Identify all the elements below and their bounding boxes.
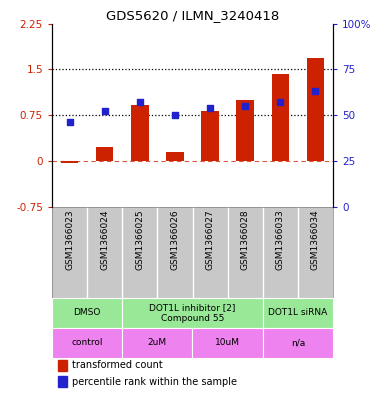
Point	[102, 108, 108, 115]
Bar	[236, 100, 254, 161]
Bar	[122, 328, 192, 358]
Text: GSM1366033: GSM1366033	[276, 209, 285, 270]
Bar	[271, 74, 289, 161]
Text: 2uM: 2uM	[148, 338, 167, 347]
Bar	[96, 147, 114, 161]
Text: DOT1L inhibitor [2]
Compound 55: DOT1L inhibitor [2] Compound 55	[149, 303, 236, 323]
Text: GSM1366026: GSM1366026	[171, 209, 179, 270]
Text: GSM1366027: GSM1366027	[206, 209, 214, 270]
Text: transformed count: transformed count	[72, 360, 162, 371]
Point	[242, 103, 248, 109]
Text: GSM1366024: GSM1366024	[100, 209, 109, 270]
Text: GSM1366034: GSM1366034	[311, 209, 320, 270]
Bar	[131, 105, 149, 161]
Point	[312, 88, 318, 94]
Text: n/a: n/a	[291, 338, 305, 347]
Text: GSM1366023: GSM1366023	[65, 209, 74, 270]
Text: control: control	[71, 338, 103, 347]
Bar	[263, 298, 333, 328]
Title: GDS5620 / ILMN_3240418: GDS5620 / ILMN_3240418	[106, 9, 279, 22]
Bar	[307, 58, 324, 161]
Bar	[192, 328, 263, 358]
Bar	[166, 152, 184, 161]
Point	[277, 99, 283, 105]
Point	[172, 112, 178, 118]
Text: DMSO: DMSO	[74, 309, 101, 318]
Bar	[58, 360, 67, 371]
Text: 10uM: 10uM	[215, 338, 240, 347]
Point	[67, 119, 73, 125]
Bar	[52, 328, 122, 358]
Text: GSM1366025: GSM1366025	[135, 209, 144, 270]
Bar	[201, 111, 219, 161]
Bar	[58, 376, 67, 387]
Point	[207, 105, 213, 111]
Text: GSM1366028: GSM1366028	[241, 209, 250, 270]
Bar	[61, 161, 78, 163]
Bar	[52, 298, 122, 328]
Text: percentile rank within the sample: percentile rank within the sample	[72, 377, 237, 387]
Point	[137, 99, 143, 105]
Bar	[263, 328, 333, 358]
Bar	[122, 298, 263, 328]
Text: DOT1L siRNA: DOT1L siRNA	[268, 309, 328, 318]
